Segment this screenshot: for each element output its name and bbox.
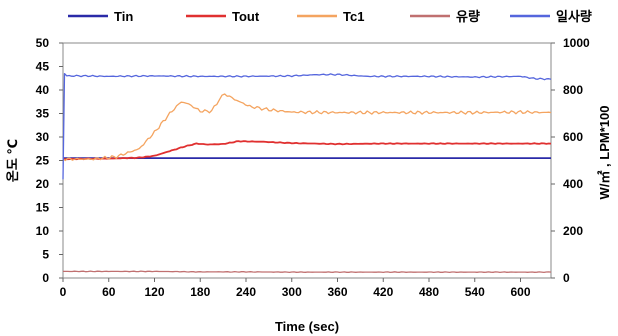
x-tick-label: 540 (465, 285, 485, 299)
y-left-tick-label: 5 (42, 248, 49, 262)
x-tick-label: 240 (236, 285, 256, 299)
x-axis-label: Time (sec) (275, 319, 339, 334)
legend-label: 유량 (456, 9, 480, 24)
x-tick-label: 180 (190, 285, 210, 299)
y-left-tick-label: 10 (36, 224, 50, 238)
legend-label: Tc1 (343, 9, 364, 24)
legend: Tin Tout Tc1 유량 일사량 (68, 9, 592, 24)
y-left-tick-label: 50 (36, 36, 50, 50)
y-left-tick-label: 45 (36, 60, 50, 74)
y-right-tick-label: 800 (563, 83, 583, 97)
x-tick-label: 420 (373, 285, 393, 299)
x-tick-label: 120 (144, 285, 164, 299)
y-left-tick-label: 0 (42, 271, 49, 285)
series-line-4 (62, 93, 552, 162)
y-right-tick-label: 600 (563, 130, 583, 144)
y-left-tick-label: 25 (36, 154, 50, 168)
series-layer (62, 72, 552, 274)
y-left-tick-label: 30 (36, 130, 50, 144)
y-left-tick-label: 40 (36, 83, 50, 97)
x-tick-label: 300 (282, 285, 302, 299)
x-tick-label: 360 (327, 285, 347, 299)
x-tick-label: 60 (102, 285, 116, 299)
x-tick-label: 480 (419, 285, 439, 299)
y-axis-left-label: 온도 ℃ (5, 139, 20, 182)
legend-label: 일사량 (556, 9, 592, 24)
y-axis-right-label: W/㎡ , LPM*100 (597, 106, 612, 200)
series-line-5 (62, 72, 552, 180)
y-right-tick-label: 200 (563, 224, 583, 238)
y-right-tick-label: 1000 (563, 36, 590, 50)
y-left-tick-label: 15 (36, 201, 50, 215)
plot-area (62, 42, 552, 279)
y-right-tick-label: 400 (563, 177, 583, 191)
legend-label: Tin (114, 9, 133, 24)
y-left-tick-label: 35 (36, 107, 50, 121)
x-tick-label: 0 (60, 285, 67, 299)
series-line-3 (63, 140, 552, 161)
x-tick-label: 600 (510, 285, 530, 299)
series-line-1 (63, 270, 552, 274)
y-left-tick-label: 20 (36, 177, 50, 191)
axes-layer: 0 60 120 180 240 300 360 420 480 540 6000510152025… (36, 36, 590, 299)
y-right-tick-label: 0 (563, 271, 570, 285)
legend-label: Tout (232, 9, 260, 24)
